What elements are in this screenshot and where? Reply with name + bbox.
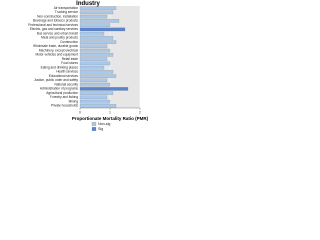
- y-tick-label: Machinery, except electrical: [39, 48, 78, 52]
- bar: [79, 48, 111, 53]
- bar: [79, 95, 108, 100]
- bar: [79, 19, 120, 23]
- y-tick-label: Professional and technical services: [28, 23, 78, 27]
- bar: [79, 74, 117, 78]
- chart-title: Industry: [76, 1, 100, 7]
- bar: [79, 27, 126, 32]
- y-tick-label: Mining: [69, 99, 79, 103]
- x-tick-label: 0: [79, 110, 81, 114]
- y-tick-label: Forestry and fishing: [50, 95, 78, 99]
- legend-label: Sig: [98, 127, 103, 131]
- bar: [79, 44, 108, 49]
- page: Industry Proportionate Mortality Ratio (…: [28, 1, 149, 131]
- y-tick-label: Construction: [60, 40, 78, 44]
- y-tick-label: Bus service and urban transit: [37, 31, 78, 35]
- bar: [79, 10, 114, 15]
- y-tick-label: Agricultural production: [46, 91, 78, 95]
- legend-swatch: [91, 122, 97, 126]
- y-tick-label: Retail trade: [62, 57, 79, 61]
- y-tick-label: National security: [54, 82, 78, 86]
- bar: [79, 23, 111, 27]
- y-tick-label: Eating and drinking places: [41, 65, 79, 69]
- bar: [79, 65, 105, 70]
- y-tick-label: Justice, public order and safety: [34, 78, 78, 82]
- y-tick-label: Educational services: [49, 74, 79, 78]
- legend-swatch: [91, 127, 97, 131]
- chart: Industry Proportionate Mortality Ratio (…: [28, 1, 149, 131]
- y-tick-label: Motor vehicles and equipment: [35, 53, 78, 57]
- bar: [79, 14, 108, 19]
- x-tick-label: 1: [109, 110, 111, 114]
- y-tick-label: Electric, gas and sanitary services: [30, 27, 79, 31]
- bar: [79, 40, 117, 44]
- y-tick-label: Beverage and tobacco products: [33, 19, 78, 23]
- y-tick-label: Wholesale trade, durable goods: [33, 44, 78, 48]
- y-tick-label: Meat and poultry products: [41, 36, 78, 40]
- bar: [79, 61, 111, 66]
- bar: [79, 104, 117, 108]
- x-axis-title: Proportionate Mortality Ratio (PMR): [72, 116, 149, 121]
- y-tick-label: Health services: [56, 70, 78, 74]
- y-tick-label: Administration of programs: [40, 87, 78, 91]
- bar: [79, 82, 111, 87]
- y-tick-label: Non-construction, installation: [37, 14, 78, 18]
- bar: [79, 91, 114, 95]
- bar: [79, 78, 108, 83]
- bar: [79, 87, 129, 91]
- y-tick-label: Air transportation: [54, 6, 78, 10]
- bar: [79, 57, 108, 61]
- bar: [79, 99, 111, 104]
- x-tick-label: 2: [139, 110, 141, 114]
- bar: [79, 31, 105, 36]
- bar: [79, 36, 114, 40]
- y-tick-label: Private households: [51, 104, 79, 108]
- y-tick-label: Trucking service: [55, 10, 78, 14]
- bar: [79, 53, 114, 57]
- bar: [79, 6, 117, 10]
- y-tick-label: Food stores: [61, 61, 78, 65]
- bar: [79, 70, 114, 74]
- legend-label: Non-sig: [98, 122, 110, 126]
